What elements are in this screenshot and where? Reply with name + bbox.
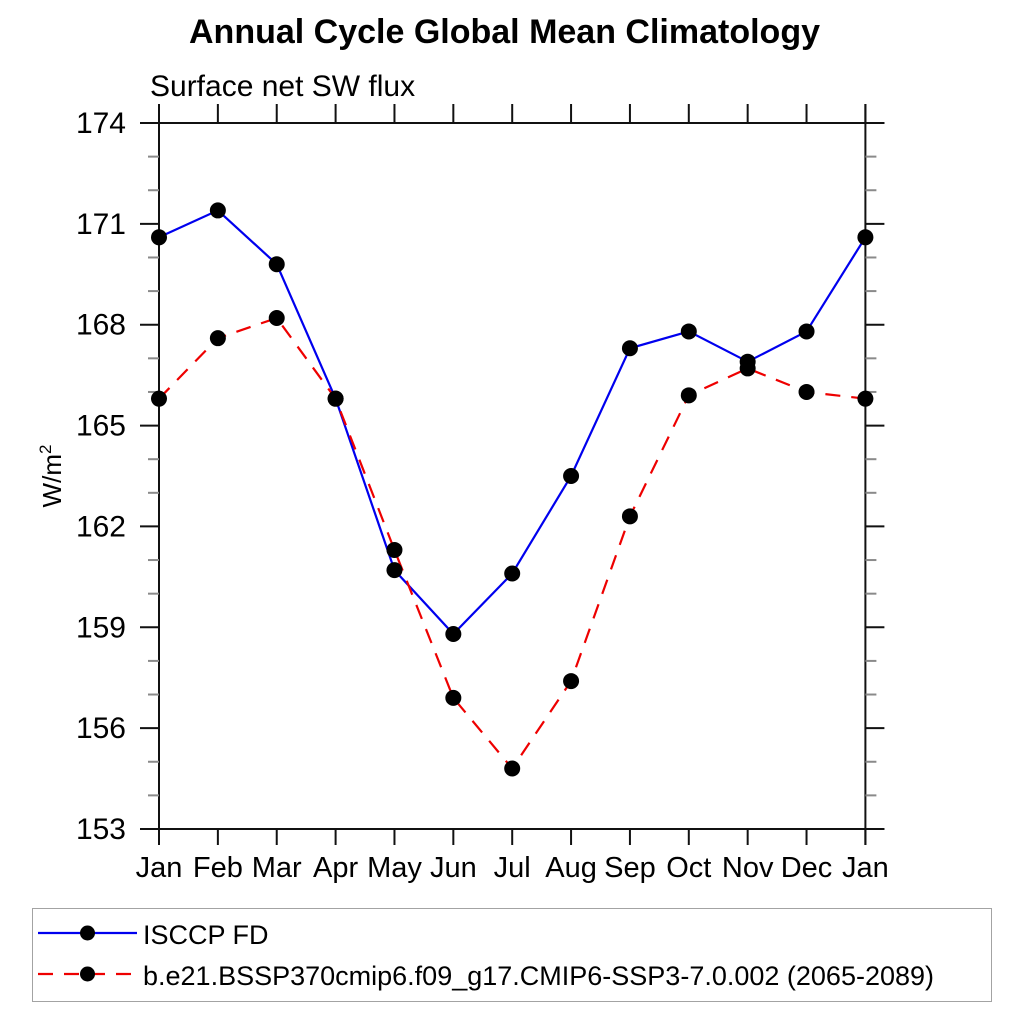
x-tick-label: Feb [193, 852, 243, 884]
data-point-marker-1 [386, 541, 403, 558]
x-tick-label: Jan [842, 852, 889, 884]
data-point-marker-1 [680, 387, 697, 404]
legend-line-sample-model [36, 961, 139, 992]
data-point-marker-0 [563, 468, 580, 484]
data-point-marker-1 [327, 390, 344, 407]
data-point-marker-0 [680, 323, 697, 340]
data-point-marker-1 [209, 330, 226, 347]
legend-line-sample-isccp [36, 920, 139, 951]
data-point-marker-1 [504, 760, 521, 777]
data-point-marker-1 [445, 689, 462, 706]
legend-swatch-svg [38, 925, 137, 940]
legend: ISCCP FD b.e21.BSSP370cmip6.f09_g17.CMIP… [32, 908, 992, 1002]
y-tick-label: 153 [76, 813, 126, 846]
x-tick-label: Nov [722, 852, 774, 884]
data-point-marker-1 [857, 390, 874, 407]
legend-swatch-svg [38, 966, 137, 981]
x-tick-label: Jun [430, 852, 477, 884]
y-axis-label-exponent: 2 [36, 444, 56, 455]
y-tick-label: 159 [76, 611, 126, 644]
data-point-marker-1 [151, 390, 167, 407]
data-point-marker-0 [504, 565, 521, 582]
data-point-marker-0 [621, 340, 638, 357]
data-point-marker-0 [386, 562, 403, 579]
x-tick-label: Mar [252, 852, 302, 884]
legend-marker [80, 966, 95, 981]
x-tick-label: Jul [494, 852, 531, 884]
legend-label-model: b.e21.BSSP370cmip6.f09_g17.CMIP6-SSP3-7.… [143, 961, 935, 991]
y-tick-label: 156 [76, 712, 126, 745]
data-point-marker-0 [209, 202, 226, 219]
data-point-marker-0 [151, 229, 167, 246]
y-tick-label: 171 [76, 208, 126, 241]
x-tick-label: Apr [313, 852, 358, 884]
legend-marker [80, 925, 95, 940]
chart-title: Annual Cycle Global Mean Climatology [189, 13, 820, 51]
x-tick-label: Dec [781, 852, 833, 884]
x-tick-label: May [367, 852, 422, 884]
y-tick-label: 168 [76, 309, 126, 342]
x-tick-label: Oct [666, 852, 711, 884]
x-tick-label: Jan [136, 852, 183, 884]
y-axis-label: W/m2 [36, 445, 68, 508]
y-tick-label: 162 [76, 510, 126, 543]
legend-label-isccp: ISCCP FD [143, 920, 269, 950]
data-point-marker-0 [857, 229, 874, 246]
data-point-marker-0 [445, 626, 462, 643]
legend-item-isccp: ISCCP FD [36, 920, 269, 951]
x-tick-label: Aug [545, 852, 597, 884]
y-tick-label: 174 [76, 107, 126, 140]
data-point-marker-1 [739, 360, 756, 377]
data-point-marker-0 [798, 323, 815, 340]
data-point-marker-1 [621, 508, 638, 525]
chart-subtitle: Surface net SW flux [150, 70, 416, 103]
data-point-marker-1 [563, 673, 580, 690]
y-axis-label-base: W/m [36, 454, 67, 508]
legend-item-model: b.e21.BSSP370cmip6.f09_g17.CMIP6-SSP3-7.… [36, 961, 935, 992]
x-tick-label: Sep [604, 852, 656, 884]
data-point-marker-1 [798, 383, 815, 400]
series-line-1 [158, 316, 866, 771]
data-point-marker-0 [268, 256, 285, 273]
y-tick-label: 165 [76, 410, 126, 443]
data-point-marker-1 [268, 309, 285, 326]
